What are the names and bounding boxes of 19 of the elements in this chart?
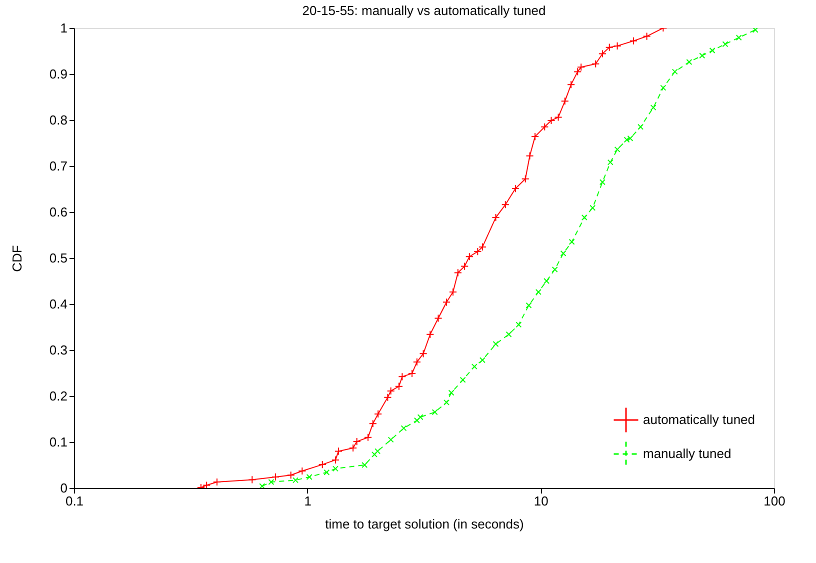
x-axis-title: time to target solution (in seconds): [325, 516, 524, 532]
y-tick-label: 0.2: [49, 388, 68, 404]
y-axis-title: CDF: [9, 245, 24, 272]
y-tick-label: 0.7: [49, 158, 68, 174]
y-tick-label: 1: [60, 20, 68, 36]
y-tick-label: 0.6: [49, 204, 68, 220]
y-tick-label: 0.4: [49, 296, 68, 312]
chart-title: 20-15-55: manually vs automatically tuned: [302, 3, 546, 18]
y-tick-label: 0.9: [49, 66, 68, 82]
legend-label: automatically tuned: [643, 412, 756, 427]
y-tick-label: 0.8: [49, 112, 68, 128]
y-tick-label: 0.1: [49, 434, 68, 450]
x-tick-label: 100: [764, 494, 786, 508]
legend-label: manually tuned: [643, 446, 732, 461]
y-tick-label: 0.3: [49, 342, 68, 358]
y-tick-label: 0: [60, 480, 68, 496]
x-tick-label: 1: [304, 494, 312, 508]
y-tick-label: 0.5: [49, 250, 68, 266]
x-tick-label: 10: [534, 494, 548, 508]
